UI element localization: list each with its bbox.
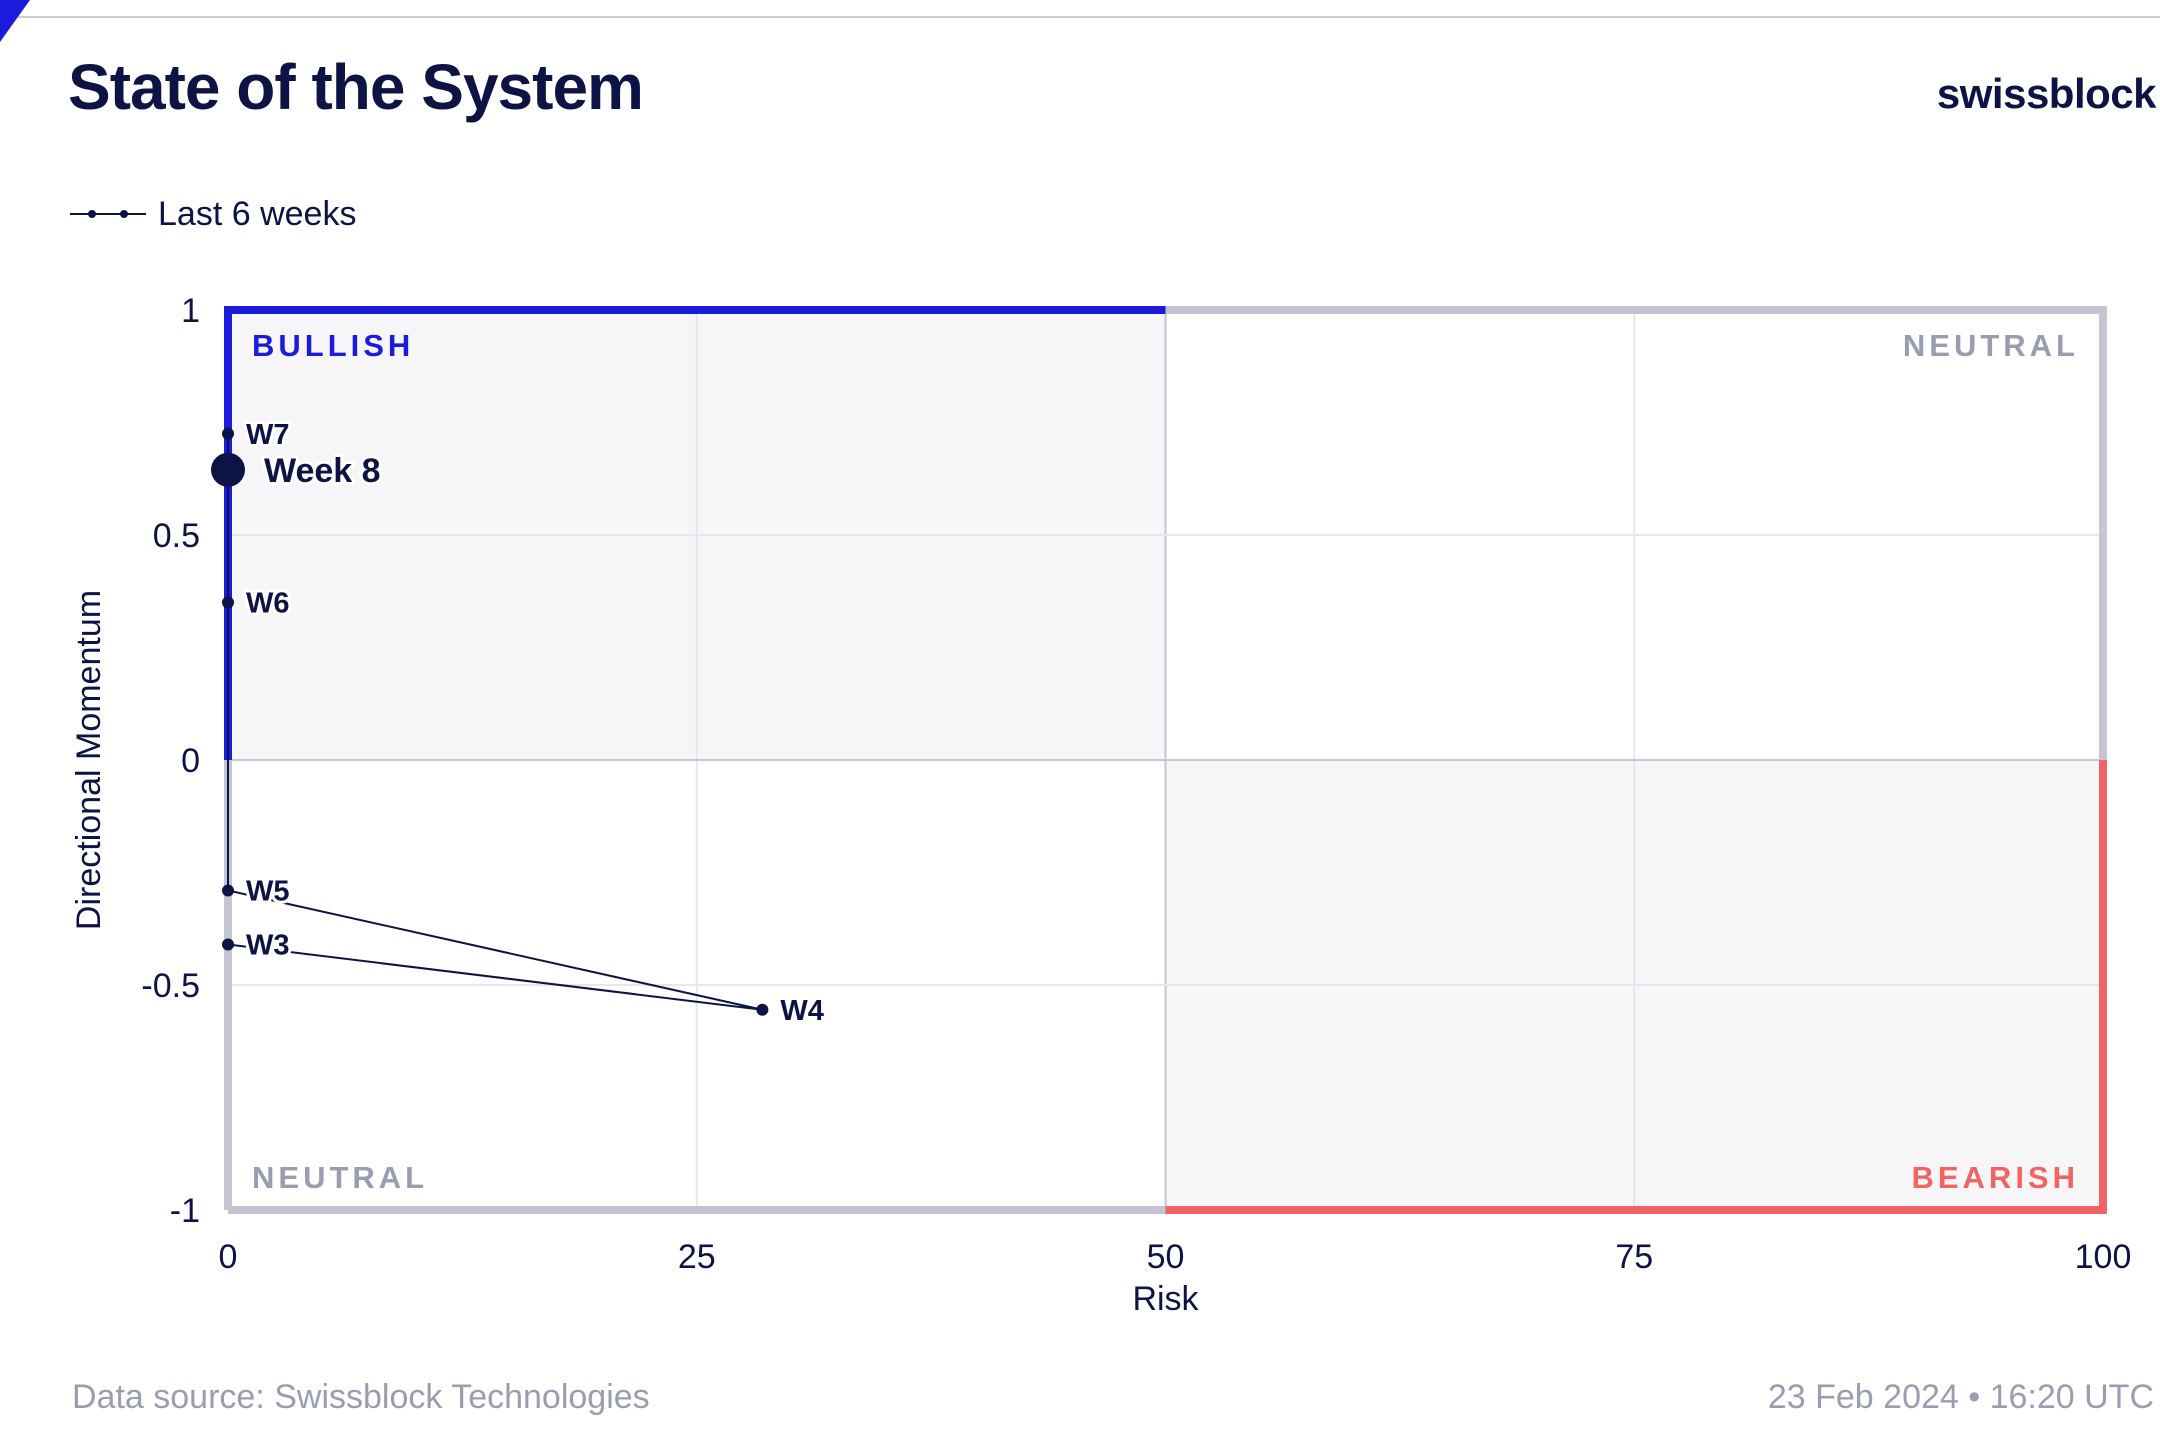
legend-label: Last 6 weeks — [158, 194, 357, 233]
page-title: State of the System — [68, 51, 644, 123]
quadrant-label-bearish: BEARISH — [1911, 1160, 2079, 1195]
data-source-note: Data source: Swissblock Technologies — [72, 1378, 650, 1416]
y-tick-label: 0 — [181, 742, 200, 780]
top-rule — [0, 16, 2160, 18]
y-tick-label: 0.5 — [153, 517, 200, 555]
x-tick-label: 25 — [678, 1238, 716, 1276]
quadrant-label-neutral: NEUTRAL — [1903, 328, 2079, 363]
data-point — [222, 884, 234, 897]
data-point — [222, 938, 234, 951]
quadrant-label-neutral: NEUTRAL — [252, 1160, 428, 1195]
x-tick-label: 75 — [1615, 1238, 1653, 1276]
legend-line-icon — [70, 210, 146, 218]
y-tick-label: -0.5 — [141, 967, 200, 1005]
x-tick-label: 100 — [2075, 1238, 2132, 1276]
data-label: W6 — [246, 588, 290, 620]
data-point — [222, 427, 234, 440]
corner-accent — [0, 0, 30, 42]
quadrant-label-bullish: BULLISH — [252, 328, 414, 363]
brand-logo: swissblock — [1936, 70, 2157, 117]
data-point — [222, 596, 234, 609]
data-label: W5 — [246, 876, 290, 908]
y-tick-label: -1 — [170, 1192, 200, 1230]
x-tick-label: 0 — [219, 1238, 238, 1276]
current-point-marker — [211, 452, 245, 487]
timestamp: 23 Feb 2024 • 16:20 UTC — [1767, 1378, 2154, 1416]
data-label: W3 — [246, 930, 290, 962]
x-tick-label: 50 — [1147, 1238, 1185, 1276]
data-point — [756, 1003, 769, 1016]
data-label: Week 8 — [264, 452, 381, 490]
x-axis-title: Risk — [1132, 1280, 1199, 1318]
chart-legend: Last 6 weeks — [70, 192, 356, 236]
y-tick-label: 1 — [181, 292, 200, 330]
y-axis-title: Directional Momentum — [70, 590, 108, 930]
data-label: W4 — [780, 995, 824, 1027]
data-label: W7 — [246, 419, 290, 451]
